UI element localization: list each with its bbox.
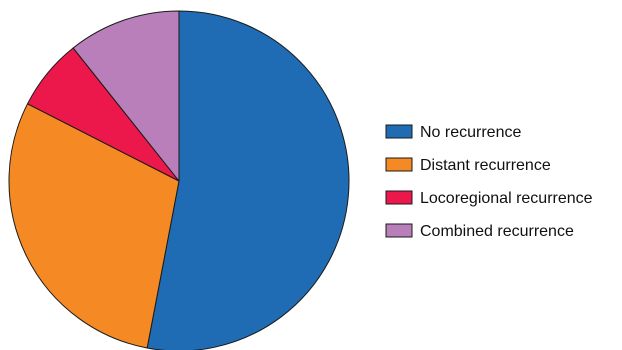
legend-item-combined-recurrence: Combined recurrence bbox=[385, 223, 574, 240]
legend-swatch-no-recurrence bbox=[385, 124, 413, 139]
legend-swatch-locoregional-recurrence bbox=[385, 190, 413, 205]
legend-item-distant-recurrence: Distant recurrence bbox=[385, 157, 551, 174]
pie-slice-distant-recurrence bbox=[8, 103, 180, 349]
legend-swatch-distant-recurrence bbox=[385, 157, 413, 172]
legend-swatch-combined-recurrence bbox=[385, 223, 413, 238]
legend-label-combined-recurrence: Combined recurrence bbox=[420, 223, 574, 240]
legend-item-no-recurrence: No recurrence bbox=[385, 124, 521, 141]
legend-label-locoregional-recurrence: Locoregional recurrence bbox=[420, 190, 593, 207]
legend: No recurrence Distant recurrence Locoreg… bbox=[385, 124, 593, 240]
legend-item-locoregional-recurrence: Locoregional recurrence bbox=[385, 190, 593, 207]
legend-label-distant-recurrence: Distant recurrence bbox=[420, 157, 551, 174]
pie-slice-no-recurrence bbox=[146, 10, 350, 350]
legend-label-no-recurrence: No recurrence bbox=[420, 124, 521, 141]
pie-slices bbox=[8, 10, 350, 350]
pie-slice-combined-recurrence bbox=[72, 10, 180, 183]
